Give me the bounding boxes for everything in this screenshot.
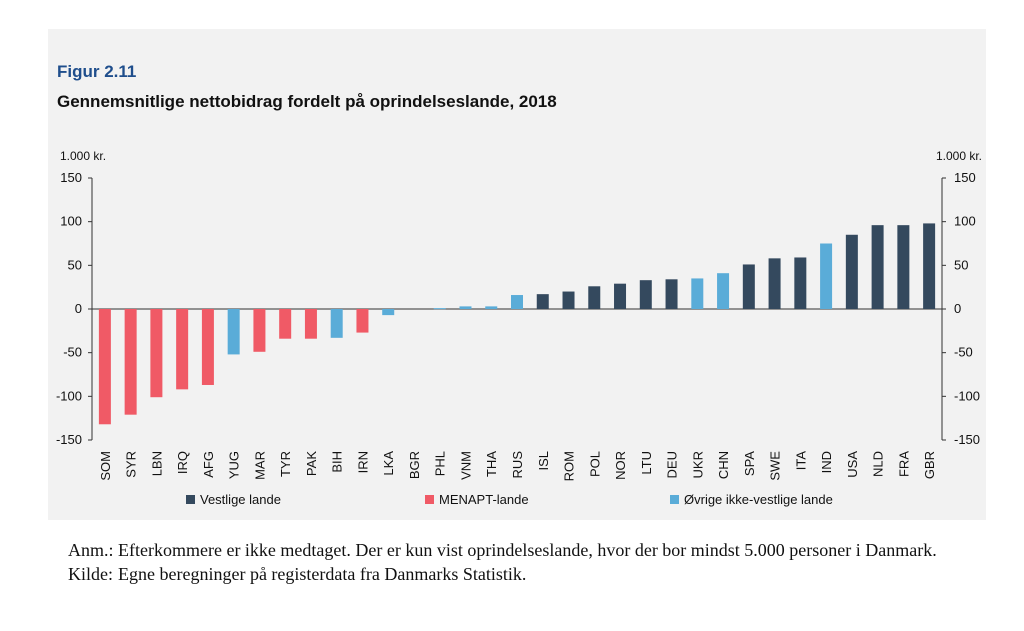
category-label: POL [587,451,602,477]
note-remark-key: Anm.: [68,540,114,560]
category-label: BIH [330,451,345,473]
note-remark: Anm.: Efterkommere er ikke medtaget. Der… [68,538,968,562]
legend-label-western: Vestlige lande [200,492,281,507]
legend-label-other: Øvrige ikke-vestlige lande [684,492,833,507]
category-label: RUS [510,451,525,479]
category-label: FRA [896,451,911,477]
bar-nor [614,283,627,309]
note-remark-text: Efterkommere er ikke medtaget. Der er ku… [118,540,937,560]
category-label: LTU [639,451,654,475]
category-label: MAR [252,451,267,480]
category-label: DEU [665,451,680,478]
bar-ukr [691,278,704,309]
bar-vnm [459,306,472,309]
right-tick-label: 0 [954,301,961,316]
category-label: NOR [613,451,628,480]
bar-spa [742,264,755,309]
right-tick-label: 100 [954,214,976,229]
right-tick-label: 50 [954,257,968,272]
bar-pol [588,286,601,309]
category-label: UKR [690,451,705,478]
category-label: ROM [562,451,577,481]
bar-rus [511,295,523,309]
right-tick-label: -150 [954,432,980,447]
right-tick-label: -100 [954,388,980,403]
category-label: AFG [201,451,216,478]
category-label: GBR [922,451,937,479]
left-tick-label: 50 [68,257,82,272]
category-label: PAK [304,451,319,476]
legend-swatch-western [186,495,195,504]
legend-label-menapt: MENAPT-lande [439,492,529,507]
bar-lbn [150,309,163,398]
left-tick-label: -50 [63,345,82,360]
note-source: Kilde: Egne beregninger på registerdata … [68,562,968,586]
bar-nld [871,225,884,309]
right-tick-label: -50 [954,345,973,360]
category-label: LBN [149,451,164,476]
bar-deu [665,279,678,309]
category-label: NLD [871,451,886,477]
legend-swatch-menapt [425,495,434,504]
bar-rom [562,291,575,309]
bar-fra [897,225,910,309]
bar-yug [227,309,240,355]
category-label: VNM [458,451,473,480]
category-label: SWE [768,451,783,481]
bar-lka [382,309,395,316]
left-tick-label: 100 [60,214,82,229]
bar-mar [253,309,266,352]
bar-afg [201,309,214,385]
chart-title: Gennemsnitlige nettobidrag fordelt på op… [57,92,557,111]
bar-ltu [639,280,652,309]
category-label: TYR [278,451,293,477]
left-tick-label: -150 [56,432,82,447]
category-label: IRQ [175,451,190,474]
category-label: THA [484,451,499,477]
left-unit-label: 1.000 kr. [60,149,106,163]
category-label: PHL [433,451,448,476]
category-label: IND [819,451,834,473]
figure-label: Figur 2.11 [57,62,137,81]
bar-phl [433,308,446,310]
bar-isl [536,294,549,309]
right-tick-label: 150 [954,170,976,185]
bar-som [98,309,111,425]
right-unit-label: 1.000 kr. [936,149,982,163]
category-label: SOM [98,451,113,481]
bar-chn [717,273,730,309]
bar-syr [124,309,137,415]
bar-usa [845,234,858,309]
category-label: YUG [227,451,242,479]
bar-tyr [279,309,292,339]
note-source-text: Egne beregninger på registerdata fra Dan… [118,564,527,584]
bar-swe [768,258,781,309]
left-tick-label: -100 [56,388,82,403]
category-label: CHN [716,451,731,479]
bar-ita [794,257,807,309]
bar-tha [485,306,498,309]
bar-bih [330,309,343,338]
category-label: LKA [381,451,396,476]
bar-irn [356,309,369,333]
category-label: ISL [536,451,551,471]
left-tick-label: 150 [60,170,82,185]
note-source-key: Kilde: [68,564,113,584]
category-label: BGR [407,451,422,479]
bar-gbr [923,223,936,309]
category-label: SYR [124,451,139,478]
bar-pak [304,309,317,339]
left-tick-label: 0 [75,301,82,316]
bar-irq [176,309,189,390]
category-label: IRN [355,451,370,473]
legend-swatch-other [670,495,679,504]
category-label: USA [845,451,860,478]
category-label: SPA [742,451,757,476]
category-label: ITA [793,451,808,471]
notes: Anm.: Efterkommere er ikke medtaget. Der… [68,538,968,586]
bar-ind [820,243,833,309]
